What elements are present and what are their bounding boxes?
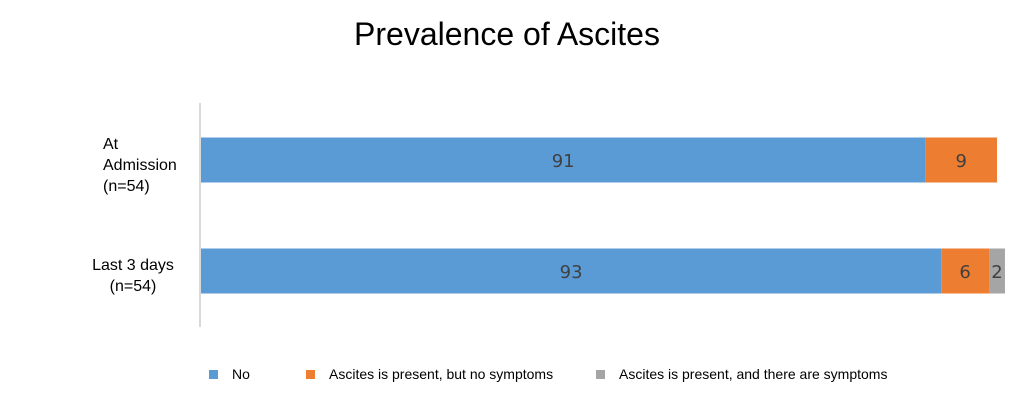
legend-item: Ascites is present, and there are sympto… <box>596 366 887 382</box>
legend: No Ascites is present, but no symptoms Asc… <box>0 366 1024 388</box>
legend-swatch <box>596 369 605 379</box>
bar-segment <box>989 248 1005 294</box>
category-label: Last 3 days (n=54) <box>78 255 188 297</box>
data-label: 93 <box>560 262 583 283</box>
legend-item: Ascites is present, but no symptoms <box>306 366 553 382</box>
category-label-line: (n=54) <box>103 178 150 195</box>
category-label-line: Admission <box>103 157 177 174</box>
data-label: 91 <box>552 151 575 172</box>
category-label-line: At <box>103 136 119 153</box>
data-label: 6 <box>959 262 970 283</box>
bar-segment <box>201 137 926 183</box>
legend-item: No <box>209 366 250 382</box>
bar-segment <box>201 248 942 294</box>
bar-segment <box>941 248 990 294</box>
category-label-line: Last 3 days <box>92 257 174 274</box>
legend-label: No <box>232 366 250 382</box>
category-label-line: (n=54) <box>109 278 157 295</box>
legend-swatch <box>209 369 218 379</box>
legend-label: Ascites is present, and there are sympto… <box>619 366 888 382</box>
legend-swatch <box>306 369 315 379</box>
bar-segment <box>925 137 997 183</box>
data-label: 9 <box>955 151 966 172</box>
legend-label: Ascites is present, but no symptoms <box>329 366 554 382</box>
data-label: 2 <box>991 262 1002 283</box>
category-label: At Admission (n=54) <box>103 134 177 197</box>
chart-title: Prevalence of Ascites <box>354 16 660 52</box>
